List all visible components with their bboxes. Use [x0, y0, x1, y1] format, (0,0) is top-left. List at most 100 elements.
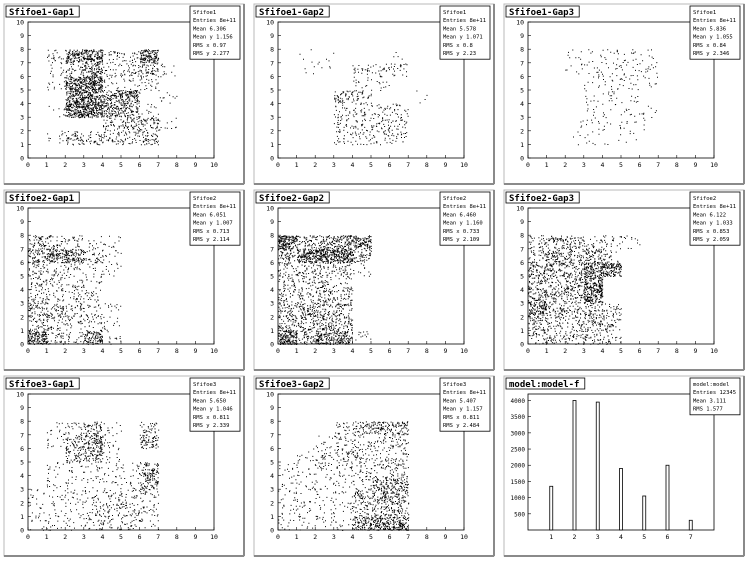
heatmap-cell: [372, 476, 391, 490]
heatmap-cell: [278, 316, 298, 332]
x-tick-label: 6: [666, 533, 670, 541]
y-tick-label: 8: [270, 418, 274, 426]
heatmap-cell: [390, 502, 410, 517]
bar-2: [572, 400, 577, 531]
heatmap-cell: [46, 462, 64, 475]
stats-line: Mean 6.306: [193, 26, 226, 32]
heatmap-cell-dots: [86, 131, 104, 146]
heatmap-cell-dots: [334, 330, 353, 345]
heatmap-cell: [528, 303, 548, 318]
stats-line: RMS y 2.277: [193, 51, 229, 57]
stats-line: RMS x 0.853: [693, 229, 729, 235]
heatmap-cell: [565, 303, 585, 318]
heatmap-cell: [84, 289, 101, 303]
x-tick-label: 1: [545, 161, 549, 169]
heatmap-cell: [565, 248, 585, 264]
heatmap-cell: [65, 303, 85, 318]
stats-line: Mean y 1.071: [443, 35, 483, 41]
heatmap-cell-dots: [46, 290, 67, 304]
heatmap-cell-dots: [46, 422, 66, 435]
x-tick-label: 2: [573, 533, 577, 541]
heatmap-cell: [603, 235, 622, 250]
heatmap-cell-dots: [84, 517, 103, 531]
x-tick-label: 7: [689, 533, 693, 541]
heatmap-cell: [121, 103, 141, 119]
x-tick-label: 2: [63, 161, 67, 169]
y-tick-label: 1: [20, 141, 24, 149]
stats-line: RMS y 2.109: [443, 237, 479, 243]
chart-title: Sfifoe3-Gap1: [9, 379, 74, 390]
y-tick-label: 5: [270, 459, 274, 467]
stats-line: RMS x 0.713: [193, 229, 229, 235]
heatmap-cell-dots: [140, 117, 159, 132]
heatmap-cell-dots: [65, 90, 85, 105]
y-tick-label: 6: [520, 259, 524, 267]
heatmap-cell: [602, 262, 622, 277]
heatmap-cell-dots: [28, 330, 48, 345]
heatmap-cell-dots: [139, 421, 160, 436]
x-tick-label: 6: [388, 161, 392, 169]
heatmap-cell: [121, 503, 140, 517]
y-tick-label: 4: [270, 472, 274, 480]
heatmap-cell-dots: [83, 421, 102, 436]
heatmap-cell-dots: [565, 235, 585, 250]
pad-6: Sfifoe2-Gap3 Sfifoe2 Entries 8e+11 Mean 6.1…: [503, 189, 745, 371]
heatmap-cell-dots: [602, 317, 622, 332]
x-tick-label: 8: [425, 161, 429, 169]
heatmap-cell-dots: [584, 303, 604, 318]
heatmap-cell: [46, 422, 66, 435]
heatmap-cell-dots: [334, 316, 354, 331]
y-tick-label: 5: [20, 459, 24, 467]
pad-8: Sfifoe3-Gap2 Sfifoe3 Entries 8e+11 Mean 5.4…: [253, 375, 495, 557]
heatmap-cell: [141, 103, 159, 117]
heatmap-cell: [296, 235, 317, 250]
heatmap-cell: [565, 63, 583, 75]
x-tick-label: 4: [100, 161, 104, 169]
heatmap-cell-dots: [389, 103, 409, 118]
heatmap-cell-dots: [121, 63, 141, 78]
heatmap-cell-dots: [390, 117, 408, 131]
y-tick-label: 6: [270, 445, 274, 453]
heatmap-cell: [121, 131, 141, 146]
heatmap-cell-dots: [49, 490, 67, 503]
heatmap-cell-dots: [104, 303, 122, 318]
x-tick-label: 0: [26, 347, 30, 355]
stats-box: [189, 377, 241, 432]
y-tick-label: 5: [270, 87, 274, 95]
heatmap-cell-dots: [84, 62, 104, 78]
x-tick-label: 1: [295, 347, 299, 355]
heatmap-cell: [334, 131, 354, 146]
y-tick-label: 3: [20, 300, 24, 308]
y-tick-label: 3: [520, 300, 524, 308]
x-tick-label: 7: [156, 533, 160, 541]
y-tick-label: 6: [270, 73, 274, 81]
heatmap-cell: [66, 317, 85, 331]
y-tick-label: 6: [270, 259, 274, 267]
heatmap-cell: [140, 131, 159, 146]
heatmap-cell-dots: [336, 462, 353, 476]
heatmap-cell: [46, 235, 67, 250]
stats-header: Sfifoe3: [193, 382, 216, 388]
heatmap-cell-dots: [315, 476, 335, 490]
y-tick-label: 9: [270, 218, 274, 226]
heatmap-cell-dots: [65, 489, 84, 504]
heatmap-cell-dots: [546, 330, 567, 344]
heatmap-cell: [103, 76, 119, 90]
stats-line: Mean 5.836: [693, 26, 726, 32]
heatmap-cell-dots: [352, 104, 370, 118]
heatmap-cell-dots: [528, 289, 548, 304]
y-tick-label: 3: [270, 486, 274, 494]
x-tick-label: 9: [443, 161, 447, 169]
heatmap-cell-dots: [140, 475, 159, 490]
heatmap-cell: [84, 62, 104, 78]
y-tick-label: 4: [520, 286, 524, 294]
heatmap-cell-dots: [565, 63, 583, 75]
heatmap-cell-dots: [547, 316, 566, 331]
y-tick-label: 3: [270, 300, 274, 308]
heatmap-cell: [584, 317, 604, 332]
heatmap-cell: [102, 90, 122, 105]
y-tick-label: 7: [20, 59, 24, 67]
y-tick-label: 3: [20, 486, 24, 494]
heatmap-cell-dots: [352, 516, 372, 531]
heatmap-cell-dots: [28, 289, 48, 305]
